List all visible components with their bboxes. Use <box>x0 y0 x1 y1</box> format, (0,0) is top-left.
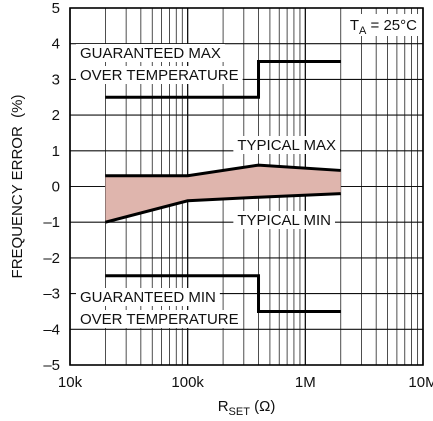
y-tick-labels: 5 4 3 2 1 0 –1 –2 –3 –4 –5 <box>43 0 60 374</box>
condition-background <box>344 14 422 36</box>
y-tick-label: –5 <box>43 357 60 374</box>
x-tick-label: 10M <box>408 374 433 391</box>
y-tick-label: 2 <box>52 107 60 124</box>
guaranteed-max-label: GUARANTEED MAX <box>80 45 221 62</box>
condition-value: = 25°C <box>366 17 417 34</box>
condition-text: TA = 25°C <box>350 17 417 37</box>
condition-symbol: T <box>350 17 359 34</box>
y-tick-label: 1 <box>52 143 60 160</box>
annotations: GUARANTEED MAX OVER TEMPERATURE TYPICAL MA… <box>76 44 340 328</box>
annotation-background <box>76 44 225 62</box>
guaranteed-min-line <box>105 274 341 313</box>
y-tick-label: 3 <box>52 71 60 88</box>
annotation-background <box>233 136 340 154</box>
guaranteed-min-label: OVER TEMPERATURE <box>80 311 239 328</box>
y-tick-label: 5 <box>52 0 60 17</box>
guaranteed-max-label: OVER TEMPERATURE <box>80 67 239 84</box>
guaranteed-min-label: GUARANTEED MIN <box>80 289 216 306</box>
x-title-subscript: SET <box>229 406 251 418</box>
y-tick-label: –2 <box>43 250 60 267</box>
annotation-background <box>76 288 220 306</box>
x-tick-labels: 10k 100k 1M 10M <box>58 374 433 391</box>
guaranteed-max-line <box>105 60 341 99</box>
condition-label: TA = 25°C <box>344 14 422 37</box>
typical-min-label: TYPICAL MIN <box>237 212 331 229</box>
y-tick-label: –1 <box>43 214 60 231</box>
x-tick-label: 1M <box>295 374 316 391</box>
y-tick-label: –4 <box>43 321 60 338</box>
annotation-background <box>76 66 243 84</box>
x-title-unit: (Ω) <box>250 398 275 415</box>
typical-min-line <box>105 192 341 224</box>
annotation-background <box>76 310 243 328</box>
typical-max-label: TYPICAL MAX <box>237 137 336 154</box>
plot-frame <box>69 7 424 366</box>
y-tick-label: 4 <box>52 36 60 53</box>
typical-max-line <box>105 163 341 178</box>
y-axis-title: FREQUENCY ERROR (%) <box>9 95 26 279</box>
annotation-background <box>233 211 335 229</box>
x-tick-label: 10k <box>58 374 83 391</box>
x-axis-title: RSET (Ω) <box>218 398 276 418</box>
y-tick-label: –3 <box>43 286 60 303</box>
y-tick-label: 0 <box>52 179 60 196</box>
series-lines <box>105 60 341 313</box>
x-title-main: R <box>218 398 229 415</box>
x-tick-label: 100k <box>171 374 204 391</box>
condition-subscript: A <box>359 25 367 37</box>
typical-band <box>105 165 341 223</box>
